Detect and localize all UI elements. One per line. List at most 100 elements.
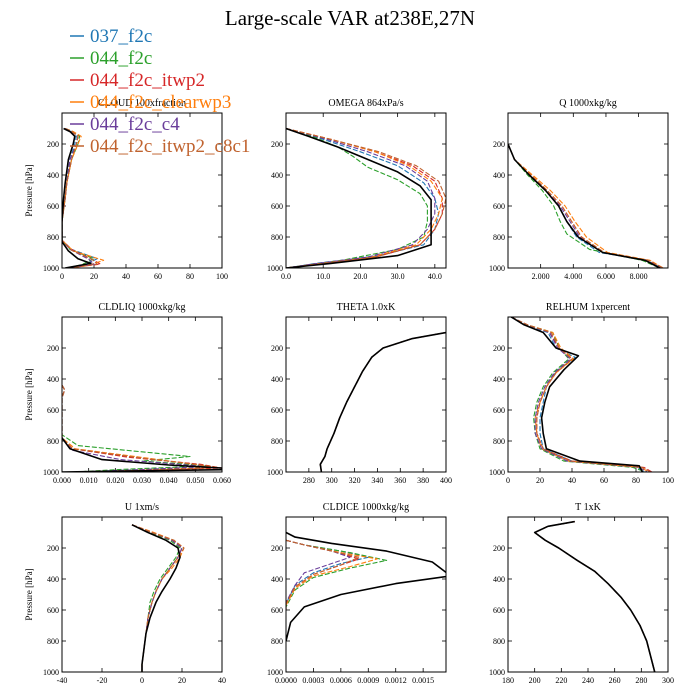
series-line-0: [131, 524, 183, 672]
y-tick-label: 600: [493, 406, 505, 415]
series-group: [62, 127, 105, 268]
x-tick-label: 0.0003: [302, 676, 324, 685]
series-line-4: [508, 143, 662, 268]
x-tick-label: 0.020: [106, 476, 124, 485]
plot-frame: [285, 112, 447, 269]
series-line-1: [131, 524, 181, 672]
series-group: [319, 331, 446, 472]
plot-frame: [61, 112, 223, 269]
x-tick-label: 0: [506, 476, 510, 485]
x-tick-label: 200: [529, 676, 541, 685]
y-tick-label: 1000: [489, 668, 505, 677]
y-tick-label: 400: [271, 575, 283, 584]
x-tick-label: 60: [600, 476, 608, 485]
plot-frame: [507, 516, 669, 673]
series-line-1: [286, 539, 388, 610]
y-tick-label: 800: [493, 233, 505, 242]
series-line-4: [319, 331, 446, 472]
x-tick-label: 280: [303, 476, 315, 485]
series-line-6: [286, 531, 446, 642]
y-tick-label: 1000: [267, 668, 283, 677]
x-tick-label: 0: [60, 272, 64, 281]
panel-3: CLDLIQ 1000xkg/kg Pressure [hPa] 200 400 600…: [24, 302, 231, 485]
series-line-6: [533, 520, 656, 672]
series-group: [510, 317, 653, 472]
panel-title: RELHUM 1xpercent: [546, 302, 630, 313]
panel-title: Q 1000xkg/kg: [559, 98, 617, 109]
y-tick-label: 600: [271, 202, 283, 211]
x-tick-label: 0.040: [160, 476, 178, 485]
y-tick-label: 1000: [489, 264, 505, 273]
x-tick-label: 0.010: [80, 476, 98, 485]
series-line-6: [62, 437, 222, 472]
x-tick-label: 0.0006: [330, 676, 352, 685]
panel-title: OMEGA 864xPa/s: [328, 98, 403, 109]
series-line-2: [131, 524, 183, 672]
x-tick-label: 20: [536, 476, 544, 485]
x-tick-label: 280: [635, 676, 647, 685]
panel-title: CLDICE 1000xkg/kg: [323, 502, 409, 513]
y-tick-label: 400: [271, 171, 283, 180]
plot-frame: [61, 516, 223, 673]
legend-label: 044_f2c_itwp2_c8c1: [90, 136, 250, 157]
series-line-4: [510, 317, 648, 472]
series-line-1: [510, 317, 646, 472]
y-tick-label: 200: [493, 544, 505, 553]
series-line-1: [508, 143, 661, 268]
series-line-3: [286, 127, 443, 268]
y-tick-label: 600: [47, 606, 59, 615]
y-tick-label: 600: [271, 406, 283, 415]
series-line-6: [131, 524, 181, 672]
x-tick-label: 20.0: [353, 272, 367, 281]
plot-frame: [507, 316, 669, 473]
y-tick-label: 600: [493, 606, 505, 615]
series-line-4: [286, 127, 436, 268]
y-tick-label: 600: [47, 406, 59, 415]
y-tick-label: 1000: [489, 468, 505, 477]
series-line-2: [319, 331, 446, 472]
y-tick-label: 400: [271, 375, 283, 384]
y-tick-label: 400: [493, 575, 505, 584]
series-line-3: [508, 143, 664, 268]
legend-label: 044_f2c_itwp2: [90, 70, 205, 91]
x-tick-label: 10.0: [316, 272, 330, 281]
y-tick-label: 1000: [43, 668, 59, 677]
series-line-0: [510, 317, 645, 472]
y-tick-label: 1000: [267, 468, 283, 477]
series-line-3: [510, 317, 650, 472]
plot-frame: [285, 516, 447, 673]
series-line-0: [286, 127, 440, 268]
plot-frame: [507, 112, 669, 269]
series-line-4: [62, 384, 207, 472]
y-axis-label: Pressure [hPa]: [24, 164, 34, 216]
y-tick-label: 200: [47, 344, 59, 353]
legend: 037_f2c044_f2c044_f2c_itwp2044_f2c_clear…: [70, 26, 250, 157]
x-tick-label: 20: [90, 272, 98, 281]
x-tick-label: 300: [326, 476, 338, 485]
series-group: [131, 524, 185, 672]
figure-title: Large-scale VAR at238E,27N: [225, 6, 475, 30]
series-line-2: [286, 127, 443, 268]
x-tick-label: 380: [417, 476, 429, 485]
x-tick-label: 0.0012: [385, 676, 407, 685]
x-tick-label: 260: [609, 676, 621, 685]
series-line-1: [62, 384, 210, 472]
series-line-3: [62, 127, 105, 268]
panel-title: CLOUD 100xfraction: [98, 98, 186, 109]
x-tick-label: 340: [371, 476, 383, 485]
x-tick-label: 40: [218, 676, 226, 685]
y-tick-label: 200: [271, 140, 283, 149]
panel-title: T 1xK: [575, 502, 601, 513]
x-tick-label: 180: [502, 676, 514, 685]
x-tick-label: 80: [632, 476, 640, 485]
legend-label: 044_f2c: [90, 48, 152, 69]
series-group: [533, 520, 656, 672]
x-tick-label: 20: [178, 676, 186, 685]
series-line-2: [508, 143, 664, 268]
x-tick-label: 0.000: [53, 476, 71, 485]
x-tick-label: 400: [440, 476, 452, 485]
y-tick-label: 600: [493, 202, 505, 211]
